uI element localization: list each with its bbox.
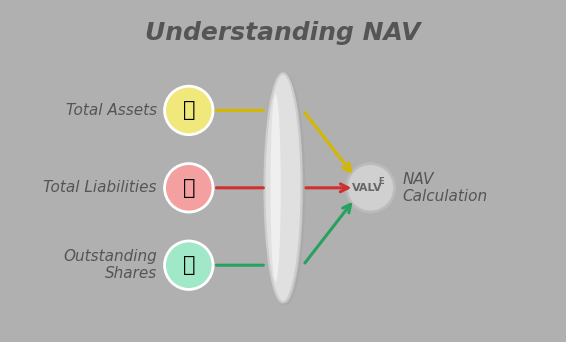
Text: Total Liabilities: Total Liabilities — [44, 180, 157, 195]
Ellipse shape — [271, 94, 281, 281]
Ellipse shape — [267, 75, 304, 304]
Text: Outstanding
Shares: Outstanding Shares — [63, 249, 157, 281]
Circle shape — [346, 163, 395, 212]
Text: VALV: VALV — [352, 183, 383, 193]
Text: 📋: 📋 — [183, 178, 195, 198]
Text: Understanding NAV: Understanding NAV — [145, 21, 421, 45]
Circle shape — [165, 86, 213, 135]
Text: NAV
Calculation: NAV Calculation — [402, 172, 487, 204]
Text: E: E — [378, 177, 384, 186]
Text: Total Assets: Total Assets — [66, 103, 157, 118]
Circle shape — [165, 241, 213, 289]
Text: 👥: 👥 — [183, 255, 195, 275]
Ellipse shape — [264, 74, 302, 302]
Text: 💰: 💰 — [183, 101, 195, 120]
Circle shape — [165, 163, 213, 212]
